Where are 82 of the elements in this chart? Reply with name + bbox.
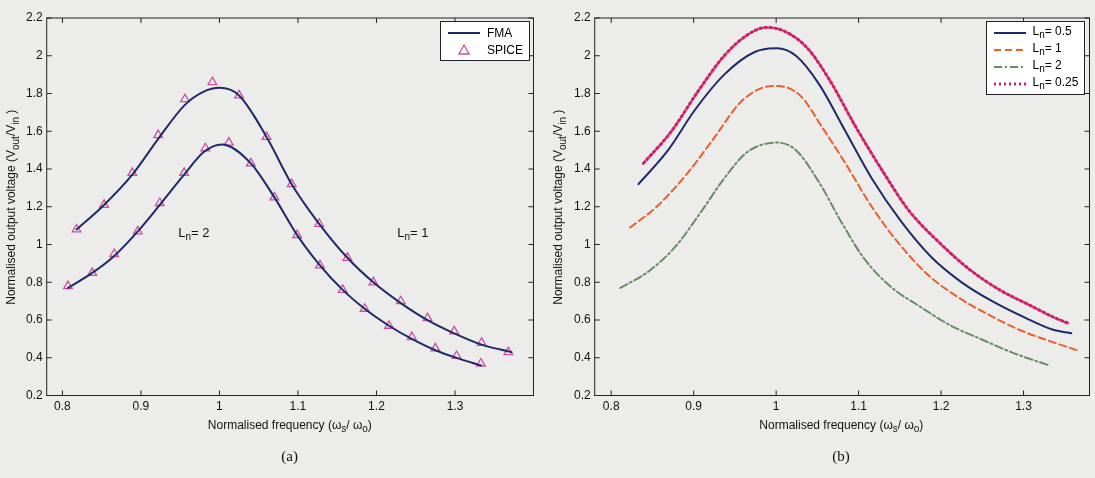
point — [153, 129, 164, 139]
x-tick-label: 1.2 — [932, 399, 950, 414]
y-tick-label: 2 — [36, 48, 44, 63]
y-tick-label: 0.4 — [573, 350, 591, 365]
point — [179, 93, 190, 103]
y-tick-label: 1 — [36, 236, 44, 251]
legend-label: L$_{n}$= 0.5 — [1032, 24, 1072, 41]
y-tick-label: 1.8 — [26, 85, 44, 100]
point — [342, 252, 353, 261]
point — [314, 218, 325, 227]
point — [503, 346, 514, 356]
x-tick-label: 1.3 — [1014, 399, 1032, 414]
point — [87, 267, 98, 277]
legend-label: L$_{n}$= 0.25 — [1032, 75, 1079, 92]
point — [406, 331, 417, 341]
y-tick-label: 0.4 — [26, 350, 44, 365]
point — [292, 229, 303, 239]
y-tick-label: 2.2 — [26, 10, 44, 25]
point — [269, 191, 280, 201]
y-tick-label: 1.2 — [573, 199, 591, 214]
x-tick-label: 0.9 — [684, 399, 702, 414]
point — [71, 223, 82, 233]
point — [234, 89, 245, 99]
x-tick-label: 1 — [216, 399, 224, 414]
point — [127, 167, 138, 176]
y-tick-label: 1.8 — [573, 85, 591, 100]
point — [154, 197, 165, 207]
point — [200, 142, 211, 152]
legend-label: L$_{n}$= 1 — [1032, 41, 1062, 58]
point — [109, 248, 120, 258]
y-tick-label: 1.6 — [573, 123, 591, 138]
x-tick-label: 1 — [772, 399, 780, 414]
x-tick-label: 0.8 — [602, 399, 620, 414]
y-tick-label: 1.6 — [26, 123, 44, 138]
x-tick-label: 0.9 — [132, 399, 150, 414]
point — [449, 325, 460, 335]
x-tick-label: 1.2 — [368, 399, 386, 414]
point — [179, 167, 190, 176]
point — [62, 280, 73, 290]
point — [475, 357, 486, 367]
line-series — [628, 84, 1078, 352]
y-tick-label: 1.4 — [573, 161, 591, 176]
x-axis-title: Normalised frequency (ω$_{s}$/ ω$_{o}$) — [207, 417, 372, 434]
x-tick-label: 0.8 — [54, 399, 72, 414]
x-axis-title: Normalised frequency (ω$_{s}$/ ω$_{o}$) — [759, 417, 924, 434]
point — [337, 284, 348, 294]
x-tick-label: 1.1 — [849, 399, 867, 414]
point — [207, 76, 218, 86]
y-tick-label: 0.8 — [573, 274, 591, 289]
y-tick-label: 0.6 — [573, 312, 591, 327]
y-tick-label: 0.6 — [26, 312, 44, 327]
point — [422, 312, 433, 322]
x-tick-label: 1.3 — [446, 399, 464, 414]
line-series — [618, 141, 1050, 367]
y-tick-label: 1.2 — [26, 199, 44, 214]
point — [261, 131, 272, 141]
y-tick-label: 1 — [583, 236, 591, 251]
point — [384, 320, 395, 329]
point — [476, 337, 487, 346]
legend-label: L$_{n}$= 2 — [1032, 58, 1062, 75]
legend-label: SPICE — [487, 42, 524, 57]
y-tick-label: 0.8 — [26, 274, 44, 289]
text: (a) — [281, 448, 298, 465]
point — [132, 225, 143, 235]
y-tick-label: 2.2 — [573, 10, 591, 25]
point — [368, 276, 379, 286]
legend-label: FMA — [487, 25, 513, 40]
text: (b) — [832, 448, 850, 465]
point — [430, 342, 441, 352]
point — [359, 303, 370, 312]
point — [99, 199, 110, 209]
y-tick-label: 0.2 — [26, 387, 44, 402]
point — [245, 157, 256, 167]
point — [395, 295, 406, 305]
point — [223, 136, 234, 146]
point — [451, 350, 462, 360]
point — [286, 178, 297, 188]
point — [314, 259, 325, 269]
y-tick-label: 1.4 — [26, 161, 44, 176]
y-tick-label: 0.2 — [573, 387, 591, 402]
x-tick-label: 1.1 — [289, 399, 307, 414]
y-tick-label: 2 — [583, 48, 591, 63]
